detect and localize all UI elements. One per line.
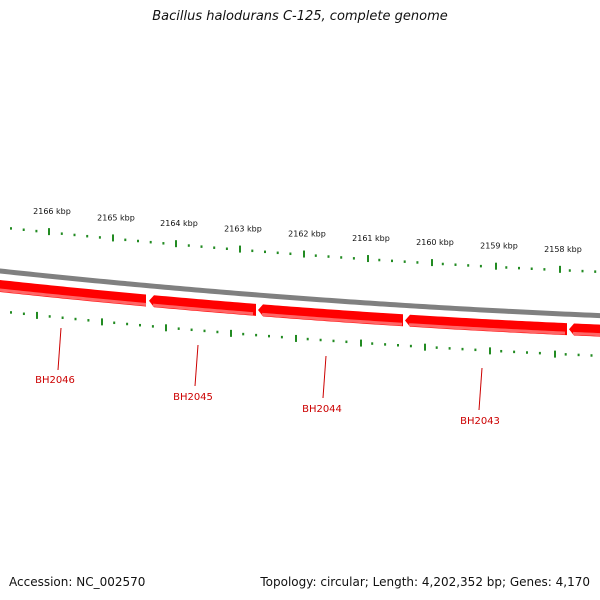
scale-tick-label: 2162 kbp (288, 230, 326, 239)
gene-arrow-highlight (0, 288, 147, 306)
accession-text: Accession: NC_002570 (9, 575, 146, 589)
scale-tick-label: 2159 kbp (480, 242, 518, 251)
scale-tick-label: 2163 kbp (224, 225, 262, 234)
scale-tick-label: 2166 kbp (33, 207, 71, 216)
gene-leader-line (57, 327, 62, 371)
genome-title: Bacillus halodurans C-125, complete geno… (152, 9, 448, 24)
gene-arrow-highlight (408, 323, 566, 335)
scale-tick-label: 2160 kbp (416, 238, 454, 247)
gene-arrow-highlight (572, 331, 600, 337)
genome-summary-text: Topology: circular; Length: 4,202,352 bp… (260, 575, 590, 589)
genome-backbone (0, 268, 600, 319)
scale-tick-label: 2161 kbp (352, 234, 390, 243)
scale-tick-label: 2158 kbp (544, 245, 582, 254)
gene-leader-line (194, 344, 199, 387)
gene-label: BH2044 (302, 404, 342, 415)
gene-arrow-highlight (152, 303, 254, 316)
scale-tick-label: 2165 kbp (97, 213, 135, 222)
scale-tick-label: 2164 kbp (160, 219, 198, 228)
gene-leader-line (478, 367, 483, 411)
gene-label: BH2045 (173, 392, 213, 403)
gene-arrow-highlight (261, 312, 403, 326)
gene-label: BH2043 (460, 416, 500, 427)
gene-label: BH2046 (35, 375, 75, 386)
gene-leader-line (322, 355, 327, 399)
